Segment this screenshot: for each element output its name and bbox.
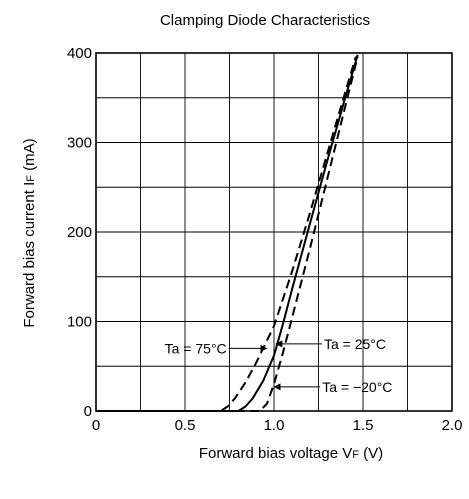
x-axis-label-main: Forward bias voltage V bbox=[199, 445, 352, 462]
annotation-label-2: Ta = −20°C bbox=[322, 379, 392, 395]
y-axis-label: Forward bias current IF (mA) bbox=[21, 138, 38, 327]
x-axis-label-subscript: F bbox=[352, 449, 359, 461]
x-tick-label: 1.0 bbox=[264, 417, 285, 434]
annotation-label-1: Ta = 25°C bbox=[324, 336, 386, 352]
y-tick-label: 100 bbox=[67, 314, 92, 331]
y-tick-label: 300 bbox=[67, 135, 92, 152]
y-tick-label: 0 bbox=[84, 403, 92, 420]
y-axis-label-main: Forward bias current I bbox=[21, 182, 38, 328]
x-tick-label: 0.5 bbox=[175, 417, 196, 434]
plot-frame bbox=[95, 52, 453, 412]
y-axis-label-subscript: F bbox=[25, 175, 37, 182]
x-tick-label: 1.5 bbox=[353, 417, 374, 434]
chart-title: Clamping Diode Characteristics bbox=[160, 12, 370, 29]
x-axis-label-unit: (V) bbox=[359, 445, 383, 462]
tick-labels: 0 0.5 1.0 1.5 2.0 0 100 200 300 400 bbox=[67, 45, 462, 434]
annotations: Ta = 75°C Ta = 25°C Ta = −20°C bbox=[165, 336, 393, 395]
x-tick-label: 0 bbox=[92, 417, 100, 434]
x-tick-label: 2.0 bbox=[442, 417, 463, 434]
annotation-label-0: Ta = 75°C bbox=[165, 340, 227, 356]
x-axis-label: Forward bias voltage VF (V) bbox=[199, 445, 383, 462]
y-tick-label: 200 bbox=[67, 224, 92, 241]
series-line-1 bbox=[96, 54, 359, 412]
y-tick-label: 400 bbox=[67, 45, 92, 62]
y-axis-label-unit: (mA) bbox=[21, 138, 38, 175]
series-layer bbox=[96, 54, 359, 412]
series-line-0 bbox=[96, 56, 357, 412]
grid bbox=[96, 53, 452, 411]
series-line-2 bbox=[96, 56, 359, 412]
